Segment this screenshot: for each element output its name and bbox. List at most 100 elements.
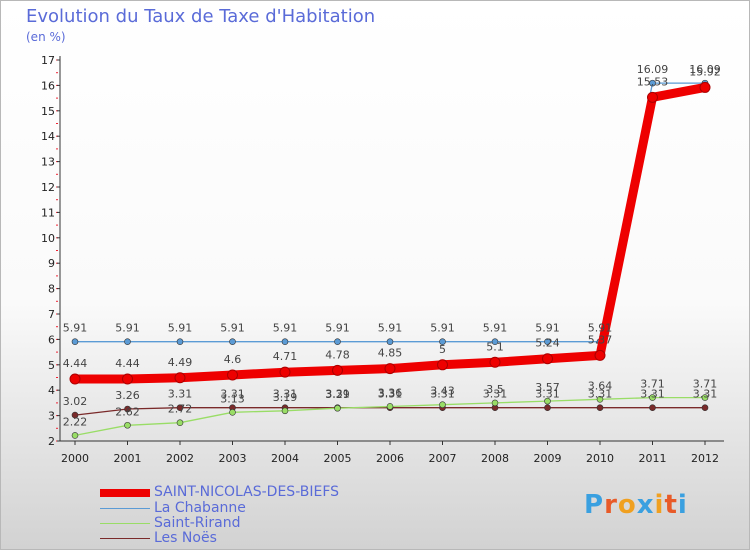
data-point	[229, 408, 236, 416]
legend-swatch	[100, 489, 150, 497]
data-label: 3.31	[483, 388, 508, 401]
x-tick-label: 2001	[114, 452, 142, 465]
data-label: 4.85	[378, 347, 403, 360]
data-point	[649, 404, 656, 412]
logo-letter: t	[664, 490, 678, 520]
data-point	[281, 338, 289, 345]
logo-letter: P	[584, 490, 605, 520]
legend-item-saint-nicolas: SAINT-NICOLAS-DES-BIEFS	[100, 484, 400, 502]
legend-label: La Chabanne	[154, 500, 246, 516]
data-point	[491, 338, 499, 345]
y-tick-label: 13	[41, 156, 55, 169]
data-point	[229, 338, 236, 345]
data-point	[334, 338, 341, 345]
data-label: 5.37	[588, 333, 613, 346]
y-tick-label: 10	[41, 232, 55, 245]
data-label: 2.72	[168, 403, 193, 416]
x-tick-label: 2011	[639, 452, 667, 465]
data-point	[647, 91, 658, 103]
data-label: 5	[439, 343, 446, 356]
data-point	[491, 399, 499, 407]
data-label: 4.6	[224, 353, 242, 366]
data-label: 3.31	[325, 388, 350, 401]
data-point	[701, 394, 709, 401]
data-point	[596, 404, 604, 412]
x-tick-label: 2008	[481, 452, 509, 465]
data-label: 5.91	[483, 322, 508, 335]
data-point	[124, 338, 131, 345]
legend-swatch	[100, 508, 150, 509]
y-tick-label: 5	[48, 359, 55, 372]
y-tick-label: 15	[41, 105, 55, 118]
data-point	[124, 421, 131, 429]
data-point	[437, 359, 448, 371]
data-point	[489, 356, 501, 368]
x-tick-label: 2005	[324, 452, 352, 465]
data-point	[649, 79, 656, 87]
data-label: 5.24	[535, 337, 560, 350]
data-point	[334, 404, 341, 412]
logo-letter: x	[636, 490, 655, 520]
data-label: 3.02	[63, 395, 88, 408]
data-point	[544, 397, 551, 405]
data-point	[279, 366, 291, 378]
data-point	[439, 338, 446, 345]
data-point	[332, 364, 343, 376]
data-label: 3.31	[168, 388, 193, 401]
y-tick-label: 6	[48, 333, 55, 346]
data-label: 3.31	[378, 388, 403, 401]
data-label: 3.31	[220, 388, 245, 401]
x-tick-label: 2007	[429, 452, 457, 465]
data-point	[174, 372, 186, 384]
data-label: 2.22	[63, 415, 88, 428]
data-point	[542, 353, 553, 365]
data-label: 16.09	[689, 63, 721, 76]
logo-letter: r	[604, 490, 618, 520]
x-tick-label: 2006	[376, 452, 404, 465]
y-tick-label: 4	[48, 384, 55, 397]
data-label: 4.44	[115, 357, 140, 370]
y-tick-label: 17	[41, 54, 55, 67]
data-label: 5.91	[535, 322, 560, 335]
legend-swatch	[100, 538, 150, 539]
data-point	[544, 338, 551, 345]
data-label: 5.91	[63, 322, 88, 335]
data-point	[386, 338, 394, 345]
data-label: 15.92	[689, 65, 721, 78]
data-point	[384, 363, 396, 375]
data-point	[439, 401, 446, 408]
data-label: 3.29	[325, 388, 350, 401]
logo-letter: o	[617, 490, 637, 520]
legend-label: Saint-Rirand	[154, 515, 241, 531]
data-label: 3.13	[220, 392, 245, 405]
data-label: 4.44	[63, 357, 88, 370]
data-label: 5.91	[273, 322, 298, 335]
data-label: 5.91	[168, 322, 193, 335]
data-point	[69, 373, 81, 385]
legend-swatch	[100, 523, 150, 524]
legend-item-saint-rirand: Saint-Rirand	[100, 515, 400, 533]
data-label: 15.53	[637, 75, 669, 88]
data-point	[71, 432, 79, 439]
data-label: 2.62	[115, 405, 140, 418]
data-point	[71, 411, 79, 419]
data-point	[122, 373, 133, 385]
data-label: 3.31	[588, 388, 613, 401]
y-tick-label: 8	[48, 283, 55, 296]
data-label: 4.49	[168, 356, 193, 369]
data-label: 5.91	[325, 322, 350, 335]
x-tick-label: 2009	[534, 452, 562, 465]
data-label: 3.31	[273, 388, 298, 401]
y-tick-label: 2	[48, 435, 55, 448]
data-label: 5.1	[486, 340, 504, 353]
data-label: 3.31	[535, 388, 560, 401]
legend-item-les-noes: Les Noës	[100, 530, 400, 548]
y-tick-label: 7	[48, 308, 55, 321]
data-point	[596, 396, 604, 403]
data-label: 3.31	[640, 388, 665, 401]
y-tick-label: 12	[41, 181, 55, 194]
data-label: 5.91	[115, 322, 140, 335]
y-tick-label: 3	[48, 410, 55, 423]
x-tick-label: 2003	[219, 452, 247, 465]
